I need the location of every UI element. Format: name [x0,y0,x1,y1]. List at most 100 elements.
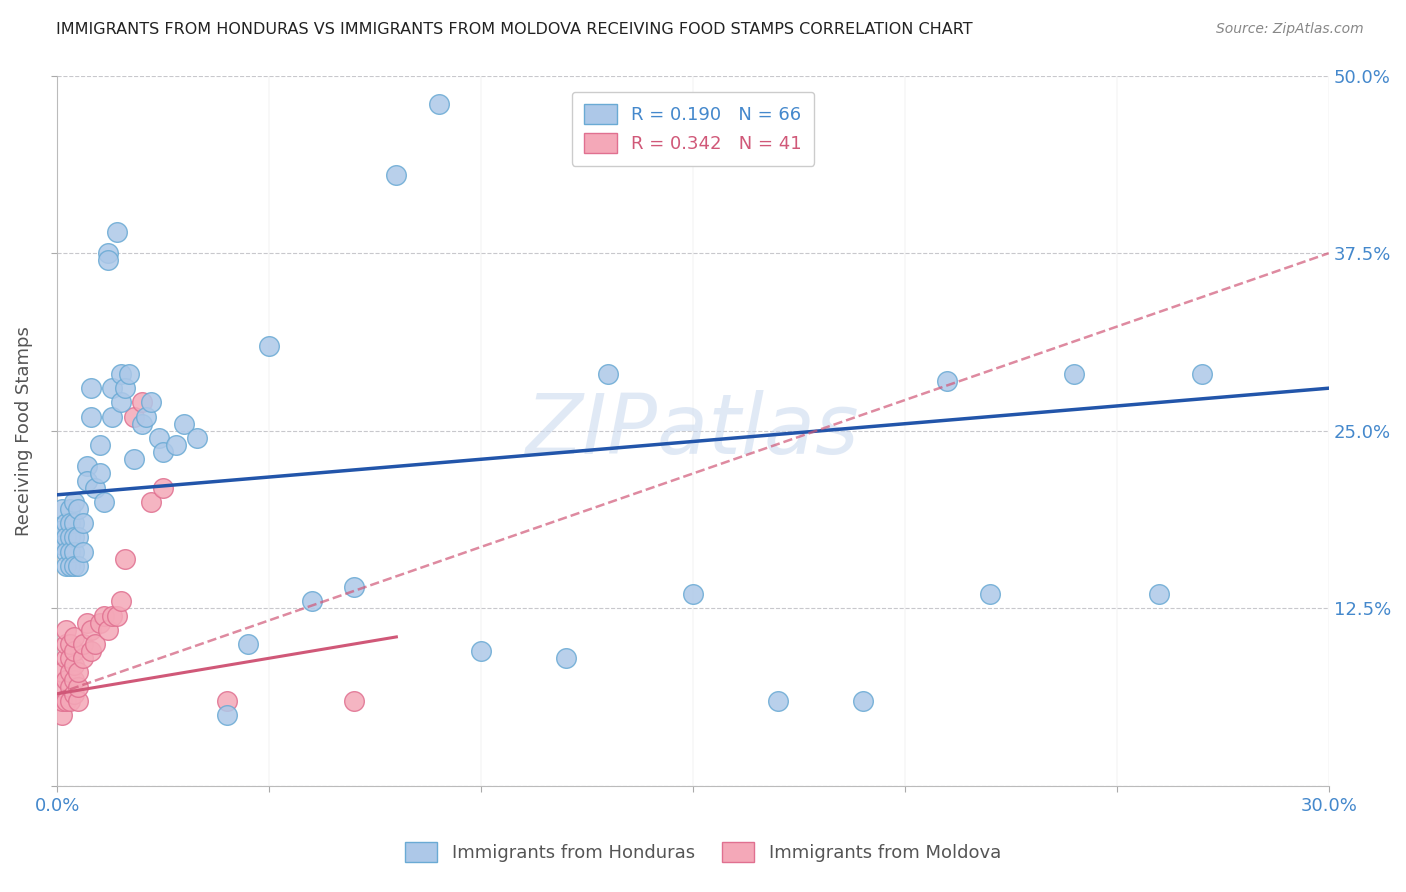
Point [59,665,82,680]
Point [598,367,620,381]
Point [55,544,77,558]
Point [152,445,174,459]
Point [59,694,82,708]
Point [59,502,82,516]
Point [63,516,86,531]
Point [554,651,576,665]
Legend: Immigrants from Honduras, Immigrants from Moldova: Immigrants from Honduras, Immigrants fro… [398,835,1008,870]
Point [55,530,77,544]
Point [101,381,124,395]
Point [118,367,141,381]
Point [51,680,73,694]
Point [59,680,82,694]
Point [63,530,86,544]
Point [139,495,162,509]
Point [97,246,120,260]
Point [55,637,77,651]
Point [152,481,174,495]
Point [80,381,103,395]
Point [215,694,238,708]
Point [55,623,77,637]
Point [105,608,128,623]
Point [131,395,153,409]
Text: IMMIGRANTS FROM HONDURAS VS IMMIGRANTS FROM MOLDOVA RECEIVING FOOD STAMPS CORREL: IMMIGRANTS FROM HONDURAS VS IMMIGRANTS F… [56,22,973,37]
Point [76,474,98,488]
Point [1191,367,1213,381]
Point [766,694,789,708]
Point [51,502,73,516]
Point [59,544,82,558]
Point [55,558,77,573]
Point [72,651,94,665]
Point [63,495,86,509]
Point [89,467,111,481]
Point [59,651,82,665]
Point [76,615,98,630]
Point [72,637,94,651]
Point [301,594,323,608]
Point [72,544,94,558]
Point [236,637,259,651]
Point [110,367,132,381]
Point [97,623,120,637]
Point [72,516,94,531]
Point [67,665,90,680]
Point [1147,587,1170,601]
Point [257,338,280,352]
Point [89,615,111,630]
Point [89,438,111,452]
Point [122,452,145,467]
Point [59,516,82,531]
Point [470,644,492,658]
Point [63,630,86,644]
Point [173,417,195,431]
Point [51,665,73,680]
Text: Source: ZipAtlas.com: Source: ZipAtlas.com [1216,22,1364,37]
Point [139,395,162,409]
Point [80,644,103,658]
Point [67,694,90,708]
Point [93,608,115,623]
Point [122,409,145,424]
Point [101,608,124,623]
Point [63,558,86,573]
Point [427,97,450,112]
Point [936,374,959,388]
Point [1063,367,1085,381]
Point [59,558,82,573]
Point [63,544,86,558]
Point [165,438,187,452]
Point [682,587,704,601]
Point [55,673,77,687]
Point [110,594,132,608]
Point [135,409,157,424]
Point [55,516,77,531]
Point [114,381,136,395]
Point [105,225,128,239]
Point [67,502,90,516]
Text: ZIPatlas: ZIPatlas [526,391,860,471]
Point [343,580,366,594]
Point [63,673,86,687]
Point [63,658,86,673]
Point [343,694,366,708]
Point [67,558,90,573]
Point [63,644,86,658]
Point [55,651,77,665]
Point [979,587,1001,601]
Point [59,530,82,544]
Point [51,524,73,538]
Point [101,409,124,424]
Point [851,694,873,708]
Point [59,637,82,651]
Point [80,409,103,424]
Point [84,637,107,651]
Point [84,481,107,495]
Legend: R = 0.190   N = 66, R = 0.342   N = 41: R = 0.190 N = 66, R = 0.342 N = 41 [572,92,814,166]
Point [186,431,208,445]
Point [215,708,238,723]
Point [385,168,408,182]
Point [67,530,90,544]
Point [80,623,103,637]
Point [131,417,153,431]
